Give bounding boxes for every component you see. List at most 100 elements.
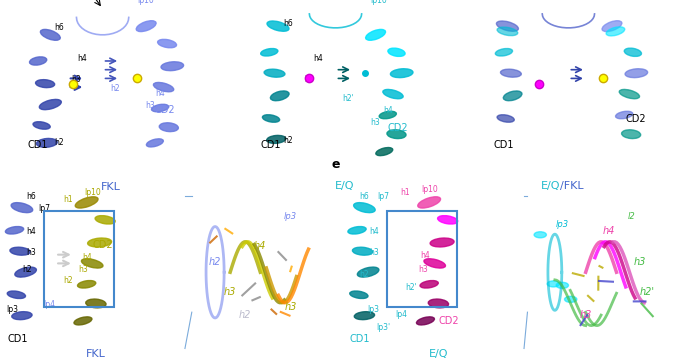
Text: h4: h4 — [313, 54, 323, 63]
Ellipse shape — [153, 82, 174, 92]
Ellipse shape — [497, 21, 519, 31]
Ellipse shape — [430, 238, 454, 247]
Text: h2: h2 — [54, 138, 64, 147]
Text: CD1: CD1 — [493, 140, 514, 150]
Text: lp10: lp10 — [371, 0, 387, 5]
Text: CD1: CD1 — [7, 334, 27, 344]
Text: h2': h2' — [342, 94, 353, 103]
Ellipse shape — [497, 27, 518, 36]
Ellipse shape — [75, 197, 98, 208]
Ellipse shape — [495, 49, 512, 56]
Text: h4: h4 — [254, 241, 266, 252]
Ellipse shape — [10, 247, 30, 255]
Bar — [44, 211, 114, 307]
Text: lp4: lp4 — [44, 300, 55, 309]
Ellipse shape — [159, 123, 178, 132]
Text: h2': h2' — [405, 282, 416, 291]
Text: CD1: CD1 — [349, 334, 370, 344]
Text: CD2: CD2 — [626, 114, 647, 124]
Ellipse shape — [29, 57, 47, 65]
Text: h4: h4 — [82, 253, 92, 262]
Ellipse shape — [86, 299, 106, 308]
Ellipse shape — [8, 291, 25, 298]
Ellipse shape — [619, 89, 640, 99]
Ellipse shape — [428, 299, 449, 308]
Text: /FKL: /FKL — [560, 182, 584, 192]
Text: h2: h2 — [23, 265, 32, 274]
Ellipse shape — [534, 232, 547, 238]
Text: CD1: CD1 — [27, 140, 48, 150]
Text: lp10: lp10 — [421, 185, 438, 194]
Text: h3: h3 — [145, 101, 155, 110]
Text: h4: h4 — [421, 251, 430, 260]
Ellipse shape — [556, 282, 569, 289]
Text: h4: h4 — [383, 106, 393, 115]
Text: lp7: lp7 — [377, 192, 389, 201]
Text: h3: h3 — [305, 75, 314, 84]
Ellipse shape — [358, 267, 379, 277]
Text: h4: h4 — [77, 54, 86, 63]
Ellipse shape — [12, 312, 32, 320]
Ellipse shape — [11, 203, 33, 213]
Text: h6: h6 — [26, 192, 36, 201]
Ellipse shape — [424, 259, 445, 268]
Text: CD2: CD2 — [388, 123, 408, 133]
Ellipse shape — [74, 317, 92, 325]
Ellipse shape — [376, 147, 393, 156]
Text: lp4: lp4 — [395, 310, 408, 319]
Ellipse shape — [438, 216, 458, 224]
Ellipse shape — [136, 21, 156, 32]
Ellipse shape — [387, 130, 406, 139]
Ellipse shape — [151, 104, 169, 112]
Text: h6: h6 — [54, 23, 64, 32]
Ellipse shape — [39, 99, 62, 110]
Ellipse shape — [420, 281, 438, 288]
Text: FKL: FKL — [101, 182, 121, 192]
Ellipse shape — [77, 281, 96, 288]
Ellipse shape — [264, 69, 285, 77]
Text: h2: h2 — [110, 83, 120, 93]
Text: CD2: CD2 — [438, 317, 459, 326]
Text: h1: h1 — [63, 195, 73, 204]
Ellipse shape — [503, 91, 522, 101]
Text: l2: l2 — [628, 212, 636, 221]
Ellipse shape — [261, 49, 278, 56]
Ellipse shape — [40, 29, 60, 40]
Text: lp3: lp3 — [7, 305, 18, 314]
Ellipse shape — [82, 259, 103, 268]
Text: e: e — [331, 158, 340, 171]
Text: h3: h3 — [580, 310, 592, 320]
Text: h4: h4 — [155, 89, 165, 98]
Ellipse shape — [602, 21, 622, 32]
Text: h2: h2 — [239, 310, 251, 320]
Ellipse shape — [354, 312, 375, 320]
Ellipse shape — [497, 115, 514, 122]
Ellipse shape — [36, 79, 55, 87]
Text: lp10: lp10 — [138, 0, 154, 5]
Text: h1: h1 — [400, 188, 410, 197]
Ellipse shape — [15, 267, 36, 277]
Ellipse shape — [350, 291, 368, 298]
Text: lp10: lp10 — [84, 188, 101, 197]
Ellipse shape — [353, 203, 375, 213]
Ellipse shape — [616, 111, 633, 119]
Text: h4: h4 — [369, 227, 379, 236]
Ellipse shape — [366, 29, 386, 40]
Text: E/Q: E/Q — [429, 349, 448, 359]
Ellipse shape — [388, 48, 405, 56]
Ellipse shape — [352, 247, 373, 255]
Ellipse shape — [621, 130, 640, 139]
Text: h2: h2 — [209, 257, 221, 267]
Ellipse shape — [267, 21, 289, 31]
Ellipse shape — [161, 62, 184, 71]
Text: h6: h6 — [360, 192, 369, 201]
Text: h3: h3 — [224, 287, 236, 297]
Text: h2: h2 — [284, 136, 293, 145]
Text: h3: h3 — [419, 265, 429, 274]
Ellipse shape — [501, 69, 521, 77]
Ellipse shape — [36, 138, 58, 147]
Ellipse shape — [348, 227, 366, 234]
Ellipse shape — [416, 317, 434, 325]
Ellipse shape — [379, 111, 397, 119]
Ellipse shape — [88, 238, 112, 247]
